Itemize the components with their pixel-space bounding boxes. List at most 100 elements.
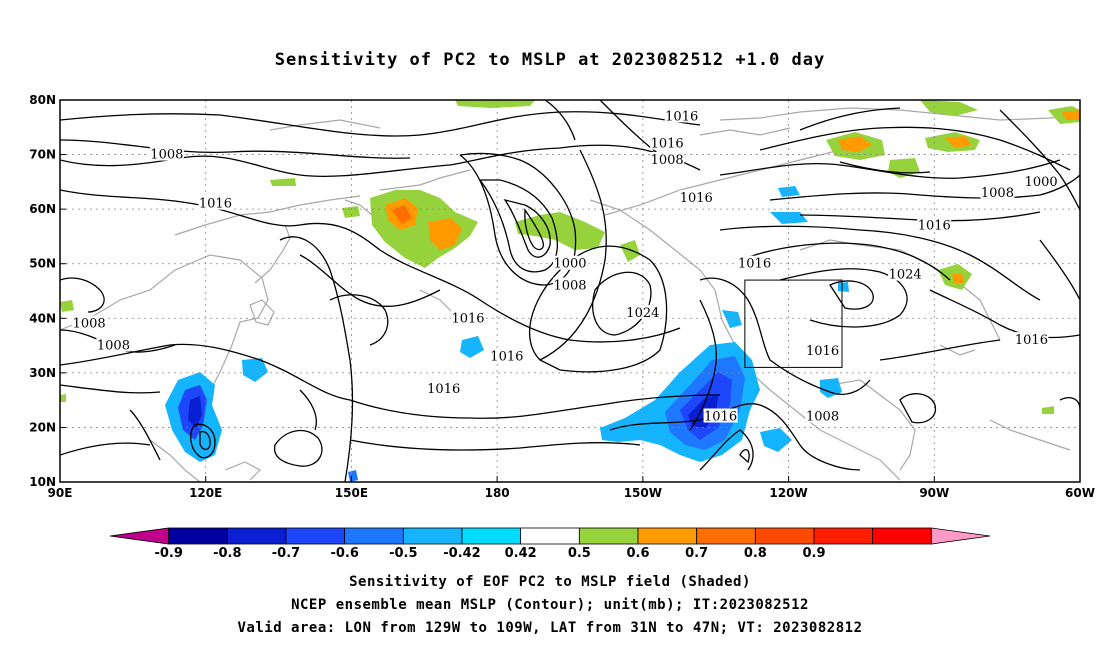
colorbar-segment xyxy=(872,527,932,545)
colorbar-segment xyxy=(168,527,228,545)
mslp-contour xyxy=(609,403,861,471)
contour-label-bg xyxy=(703,408,738,423)
colorbar-label: 0.6 xyxy=(626,546,649,561)
coastline xyxy=(829,379,916,471)
shaded-region xyxy=(392,205,412,224)
coastline xyxy=(699,127,791,136)
coastline xyxy=(254,224,291,284)
mslp-contour xyxy=(524,208,544,251)
mslp-contour xyxy=(779,268,908,328)
contour-label-bg xyxy=(1024,173,1059,188)
mslp-contour xyxy=(689,299,717,431)
colorbar-label: -0.5 xyxy=(389,546,417,561)
contour-label-bg xyxy=(917,217,952,232)
mslp-contour xyxy=(190,423,216,459)
colorbar-segment xyxy=(344,527,404,545)
mslp-contour xyxy=(60,277,105,313)
contour-label: 1016 xyxy=(1015,333,1048,348)
mslp-contour xyxy=(739,449,750,464)
colorbar-label: 0.7 xyxy=(685,546,708,561)
mslp-contour xyxy=(539,149,607,361)
lon-tick-label: 150E xyxy=(335,486,368,500)
coastline xyxy=(149,439,201,482)
lat-tick-label: 70N xyxy=(29,148,56,162)
footer-line-1: Sensitivity of EOF PC2 to MSLP field (Sh… xyxy=(349,574,751,590)
contour-label-bg xyxy=(980,184,1015,199)
shaded-region xyxy=(60,300,74,312)
mslp-contour xyxy=(279,236,354,482)
shaded-region xyxy=(270,178,296,186)
map-axes: 90E 120E 150E 180 150W 120W 90W 60W 80N 70N 60N 50N… xyxy=(29,93,1095,500)
shaded-region xyxy=(1042,406,1054,414)
mslp-contour xyxy=(528,245,668,373)
shaded-region xyxy=(428,218,462,250)
contour-label-bg xyxy=(664,108,699,123)
mslp-contour xyxy=(299,389,317,431)
mslp-contour xyxy=(759,126,1071,171)
mslp-contour xyxy=(769,174,1080,201)
mslp-contour xyxy=(129,409,161,461)
colorbar-segment xyxy=(637,527,698,545)
contour-label-bg xyxy=(553,277,587,292)
map-frame xyxy=(59,99,1081,483)
shaded-region xyxy=(455,100,535,108)
colorbar-segment xyxy=(402,527,463,545)
contour-label-bg xyxy=(650,135,685,150)
shaded-region xyxy=(838,282,849,292)
colorbar-segment xyxy=(520,527,580,545)
footer-line-2: NCEP ensemble mean MSLP (Contour); unit(… xyxy=(291,597,809,613)
contour-label-bg xyxy=(72,315,107,330)
mslp-contour xyxy=(829,280,874,310)
lat-tick-label: 50N xyxy=(29,257,56,271)
mslp-contour xyxy=(503,198,551,258)
coastline xyxy=(379,169,471,191)
shaded-region xyxy=(460,336,484,358)
colorbar-label: -0.8 xyxy=(213,546,241,561)
contour-label-bg xyxy=(805,343,840,358)
contour-label-bg xyxy=(679,190,714,205)
coastline xyxy=(419,289,456,316)
contour-label-bg xyxy=(625,304,660,319)
colorbar-label: -0.9 xyxy=(154,546,182,561)
mslp-contour xyxy=(899,393,937,424)
contour-label-bg xyxy=(737,255,772,270)
mslp-contour xyxy=(60,343,351,401)
mslp-contour xyxy=(739,242,951,281)
mslp-contour xyxy=(478,179,558,273)
contour-label: 1016 xyxy=(451,311,484,326)
contour-label: 1008 xyxy=(806,410,839,425)
mslp-contour xyxy=(60,442,151,456)
contour-label: 1008 xyxy=(73,317,106,332)
contour-label-bg xyxy=(650,152,685,167)
shaded-region xyxy=(515,212,605,250)
mslp-contour xyxy=(839,161,931,174)
colorbar-segment xyxy=(578,527,639,545)
contour-label: 1016 xyxy=(651,137,684,152)
lon-tick-label: 120E xyxy=(189,486,222,500)
mslp-contour xyxy=(60,139,411,159)
contour-label: 1008 xyxy=(651,153,684,168)
shaded-region xyxy=(838,136,872,152)
lon-tick-label: 150W xyxy=(624,486,662,500)
shaded-region xyxy=(342,206,360,218)
mslp-contour xyxy=(273,429,323,467)
contour-label: 1008 xyxy=(97,339,130,354)
mslp-contour xyxy=(329,294,389,346)
contour-label: 1000 xyxy=(1025,175,1058,190)
contour-label-bg xyxy=(805,408,840,423)
contour-label: 1016 xyxy=(738,257,771,272)
lat-tick-label: 60N xyxy=(29,202,56,216)
shaded-region xyxy=(820,378,842,398)
contour-label: 1016 xyxy=(918,219,951,234)
mslp-contour xyxy=(349,439,641,451)
contour-label: 1008 xyxy=(981,186,1014,201)
coastline xyxy=(174,195,361,236)
valid-area-box xyxy=(744,279,843,368)
contour-label: 1016 xyxy=(704,410,737,425)
lon-tick-label: 60W xyxy=(1065,486,1095,500)
contour-label-bg xyxy=(198,195,233,210)
mslp-contour xyxy=(299,254,441,307)
mslp-contour xyxy=(459,152,577,286)
